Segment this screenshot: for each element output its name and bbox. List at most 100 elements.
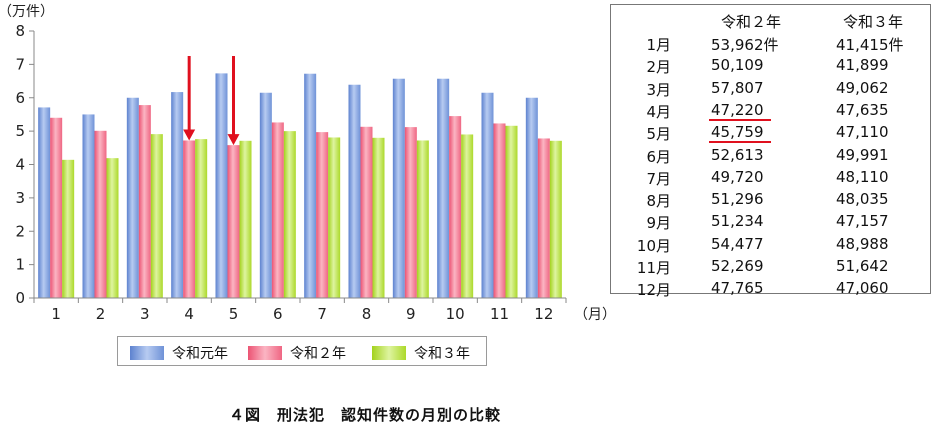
x-tick-label: 3 (140, 305, 150, 323)
table-row: 3月 57,807 49,062 (611, 77, 930, 100)
table-cell-r2: 54,477 (711, 234, 764, 253)
table-cell-r3: 51,642 (836, 257, 889, 275)
table-cell-r3: 48,988 (836, 234, 889, 253)
chart-legend: 令和元年 令和２年 令和３年 (117, 336, 487, 366)
monthly-count-table: 令和２年 令和３年 1月 53,962件 41,415件 2月 50,109 41,899… (610, 4, 931, 299)
bar-series-0-month-1 (38, 107, 51, 299)
y-tick-label: 8 (15, 22, 25, 40)
x-tick-label: 2 (96, 305, 106, 323)
y-tick-label: 6 (15, 89, 25, 107)
bar-series-0-month-8 (348, 84, 361, 298)
legend-swatch-series-2 (372, 346, 406, 360)
table-cell-r3: 47,110 (836, 123, 889, 142)
table-cell-month: 4月 (646, 102, 671, 121)
table-cell-month: 11月 (636, 259, 671, 277)
bar-series-2-month-6 (283, 131, 296, 298)
table-header-row: 令和２年 令和３年 (611, 9, 930, 32)
table-cell-r2: 47,220 (711, 100, 764, 119)
table-cell-month: 10月 (636, 236, 671, 255)
bar-series-1-month-2 (94, 130, 107, 298)
table-cell-r2: 52,613 (711, 145, 764, 164)
bar-series-2-month-12 (549, 140, 562, 298)
table-cell-r2: 53,962件 (711, 36, 779, 54)
table-cell-month: 5月 (646, 125, 671, 144)
table-cell-r3: 41,415件 (836, 36, 904, 54)
table-row: 8月 51,296 48,035 (611, 188, 930, 211)
bar-series-0-month-7 (304, 73, 317, 298)
bar-series-0-month-9 (392, 78, 405, 298)
table-row: 6月 52,613 49,991 (611, 144, 930, 167)
table-cell-r3: 47,635 (836, 100, 889, 119)
legend-label-series-2: 令和３年 (414, 346, 470, 362)
table-cell-month: 1月 (646, 36, 671, 54)
bar-series-1-month-6 (271, 122, 284, 298)
table-row: 1月 53,962件 41,415件 (611, 32, 930, 55)
table-cell-month: 8月 (646, 192, 671, 211)
table-cell-r3: 49,062 (836, 78, 889, 97)
bar-series-1-month-4 (183, 140, 196, 298)
bar-series-1-month-11 (493, 123, 506, 298)
bar-series-2-month-8 (372, 137, 385, 298)
x-tick-label: 7 (317, 305, 327, 323)
arrow-head-icon (227, 134, 240, 146)
legend-swatch-series-1 (248, 346, 282, 360)
bar-series-1-month-1 (50, 117, 63, 299)
table-cell-r2: 51,234 (711, 212, 764, 231)
table-row: 7月 49,720 48,110 (611, 166, 930, 189)
table-header-r2: 令和２年 (721, 13, 782, 31)
bar-series-1-month-9 (404, 127, 417, 299)
table-row: 9月 51,234 47,157 (611, 210, 930, 233)
figure-caption: ４図 刑法犯 認知件数の月別の比較 (228, 406, 501, 424)
table-cell-r3: 48,110 (836, 167, 889, 186)
bar-series-1-month-8 (360, 126, 373, 298)
legend-swatch-series-0 (130, 346, 164, 360)
y-tick-label: 2 (15, 222, 25, 240)
table-cell-r3: 41,899 (836, 56, 889, 75)
x-unit-label: （月） (574, 307, 610, 323)
table-row: 5月 45,759 47,110 (611, 121, 930, 144)
highlight-underline (709, 118, 771, 121)
legend-item-series-0: 令和元年 (130, 343, 228, 363)
legend-label-series-0: 令和元年 (172, 346, 228, 362)
table-cell-r2: 52,269 (711, 257, 764, 275)
x-tick-label: 12 (534, 305, 553, 323)
table-row: 2月 50,109 41,899 (611, 54, 930, 77)
table-cell-r3: 47,060 (836, 279, 889, 298)
table-cell-month: 9月 (646, 214, 671, 233)
table-row: 11月 52,269 51,642 (611, 255, 930, 278)
table-cell-r2: 51,296 (711, 190, 764, 209)
bar-series-2-month-7 (328, 137, 341, 298)
table-cell-month: 3月 (646, 80, 671, 99)
bar-series-2-month-5 (239, 140, 252, 298)
bar-series-2-month-4 (195, 139, 208, 298)
x-tick-label: 4 (184, 305, 194, 323)
y-unit-label: （万件） (0, 4, 54, 20)
legend-item-series-1: 令和２年 (248, 343, 346, 363)
table-row: 10月 54,477 48,988 (611, 233, 930, 256)
bar-series-2-month-10 (461, 134, 474, 298)
x-tick-label: 8 (362, 305, 372, 323)
table-cell-r3: 49,991 (836, 145, 889, 164)
bar-series-1-month-12 (537, 138, 550, 298)
table-cell-month: 2月 (646, 58, 671, 77)
x-tick-label: 10 (446, 305, 465, 323)
table-cell-r3: 48,035 (836, 190, 889, 209)
table-cell-month: 7月 (646, 169, 671, 188)
x-tick-label: 9 (406, 305, 416, 323)
x-tick-label: 6 (273, 305, 283, 323)
y-tick-label: 5 (15, 122, 25, 140)
bar-series-1-month-3 (138, 105, 151, 298)
bar-series-0-month-4 (171, 92, 184, 298)
bar-series-2-month-3 (150, 134, 163, 298)
table-cell-r2: 47,765 (711, 279, 764, 298)
bar-series-0-month-5 (215, 73, 228, 298)
bar-series-0-month-12 (525, 97, 538, 298)
table-row: 12月 47,765 47,060 (611, 277, 930, 300)
table-row: 4月 47,220 47,635 (611, 99, 930, 122)
bar-series-0-month-11 (481, 92, 494, 299)
bar-series-2-month-2 (106, 158, 119, 298)
legend-item-series-2: 令和３年 (372, 343, 470, 363)
bar-series-2-month-11 (505, 125, 518, 298)
bar-series-0-month-6 (259, 92, 272, 299)
